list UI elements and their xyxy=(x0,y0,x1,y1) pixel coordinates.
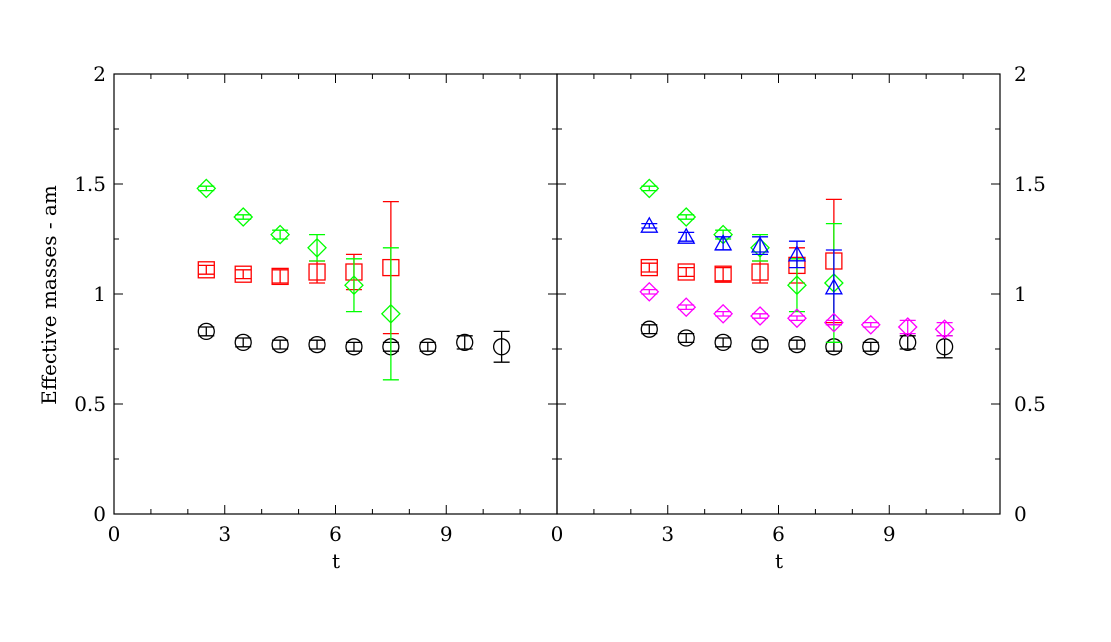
data-point-diamond xyxy=(787,275,807,296)
data-point-square xyxy=(677,263,695,281)
y-tick-label-left: 1.5 xyxy=(74,172,106,196)
y-tick-label-right: 1.5 xyxy=(1014,172,1046,196)
y-tick-label-right: 1 xyxy=(1014,282,1027,306)
y-tick-label-right: 0 xyxy=(1014,502,1027,526)
y-tick-label-left: 2 xyxy=(93,62,106,86)
right-panel: 0 3 6 9 0 0.5 1 1.5 2 xyxy=(551,62,1046,546)
data-point-triangle xyxy=(787,245,807,262)
data-point-diamond xyxy=(676,297,697,318)
left-panel: 0 3 6 9 0 0.5 1 1.5 2 xyxy=(74,62,558,546)
series-triangle xyxy=(640,216,843,326)
x-axis-label-left: t xyxy=(332,549,340,573)
data-point-circle xyxy=(862,338,880,356)
data-point-square xyxy=(714,265,732,283)
data-point-circle xyxy=(419,338,437,356)
data-point-triangle xyxy=(714,234,733,251)
y-tick-label-left: 0.5 xyxy=(74,392,106,416)
data-point-diamond xyxy=(750,237,770,258)
x-tick-label: 6 xyxy=(329,522,342,546)
y-tick-label-left: 1 xyxy=(93,282,106,306)
x-tick-label: 0 xyxy=(551,522,564,546)
data-point-diamond xyxy=(196,178,217,199)
data-point-diamond xyxy=(713,303,734,324)
data-point-triangle xyxy=(640,216,659,233)
data-point-circle xyxy=(345,338,363,356)
x-axis-label-right: t xyxy=(775,549,783,573)
x-tick-label: 9 xyxy=(883,522,896,546)
data-point-square xyxy=(271,267,289,286)
y-tick-label-left: 0 xyxy=(93,502,106,526)
data-point-circle xyxy=(788,335,806,354)
data-point-circle xyxy=(640,320,658,338)
x-tick-label: 9 xyxy=(440,522,453,546)
data-point-diamond xyxy=(787,308,807,329)
data-point-diamond xyxy=(344,275,364,296)
data-point-circle xyxy=(271,335,289,354)
x-tick-label: 3 xyxy=(218,522,231,546)
data-point-diamond xyxy=(934,319,955,340)
data-point-diamond xyxy=(750,306,770,326)
data-point-diamond xyxy=(639,281,660,302)
y-tick-label-right: 2 xyxy=(1014,62,1027,86)
data-point-diamond xyxy=(380,303,401,324)
data-point-circle xyxy=(714,333,732,352)
x-tick-label: 0 xyxy=(108,522,121,546)
data-point-square xyxy=(308,263,326,281)
series-diamond xyxy=(196,178,401,381)
data-point-diamond xyxy=(233,207,254,227)
series-diamond xyxy=(639,281,955,340)
data-point-diamond xyxy=(897,317,918,337)
data-point-circle xyxy=(751,335,769,354)
data-point-triangle xyxy=(677,227,696,244)
data-point-diamond xyxy=(639,178,660,199)
data-point-diamond xyxy=(860,314,881,335)
data-point-triangle xyxy=(824,278,843,295)
data-point-circle xyxy=(677,329,695,347)
data-point-diamond xyxy=(307,237,327,258)
data-point-square xyxy=(234,265,252,283)
y-tick-label-right: 0.5 xyxy=(1014,392,1046,416)
data-point-circle xyxy=(456,333,474,352)
data-point-circle xyxy=(197,322,215,341)
data-point-diamond xyxy=(676,207,697,227)
y-axis-label: Effective masses - am xyxy=(37,185,61,405)
data-point-circle xyxy=(492,338,511,356)
data-point-circle xyxy=(899,333,917,352)
x-tick-label: 6 xyxy=(772,522,785,546)
data-point-square xyxy=(751,263,769,281)
data-point-diamond xyxy=(823,312,844,333)
data-point-diamond xyxy=(270,224,291,245)
data-point-circle xyxy=(308,335,326,354)
data-point-square xyxy=(640,258,658,277)
x-tick-label: 3 xyxy=(661,522,674,546)
data-point-circle xyxy=(234,333,252,352)
data-point-triangle xyxy=(750,236,770,253)
data-point-square xyxy=(197,261,215,279)
